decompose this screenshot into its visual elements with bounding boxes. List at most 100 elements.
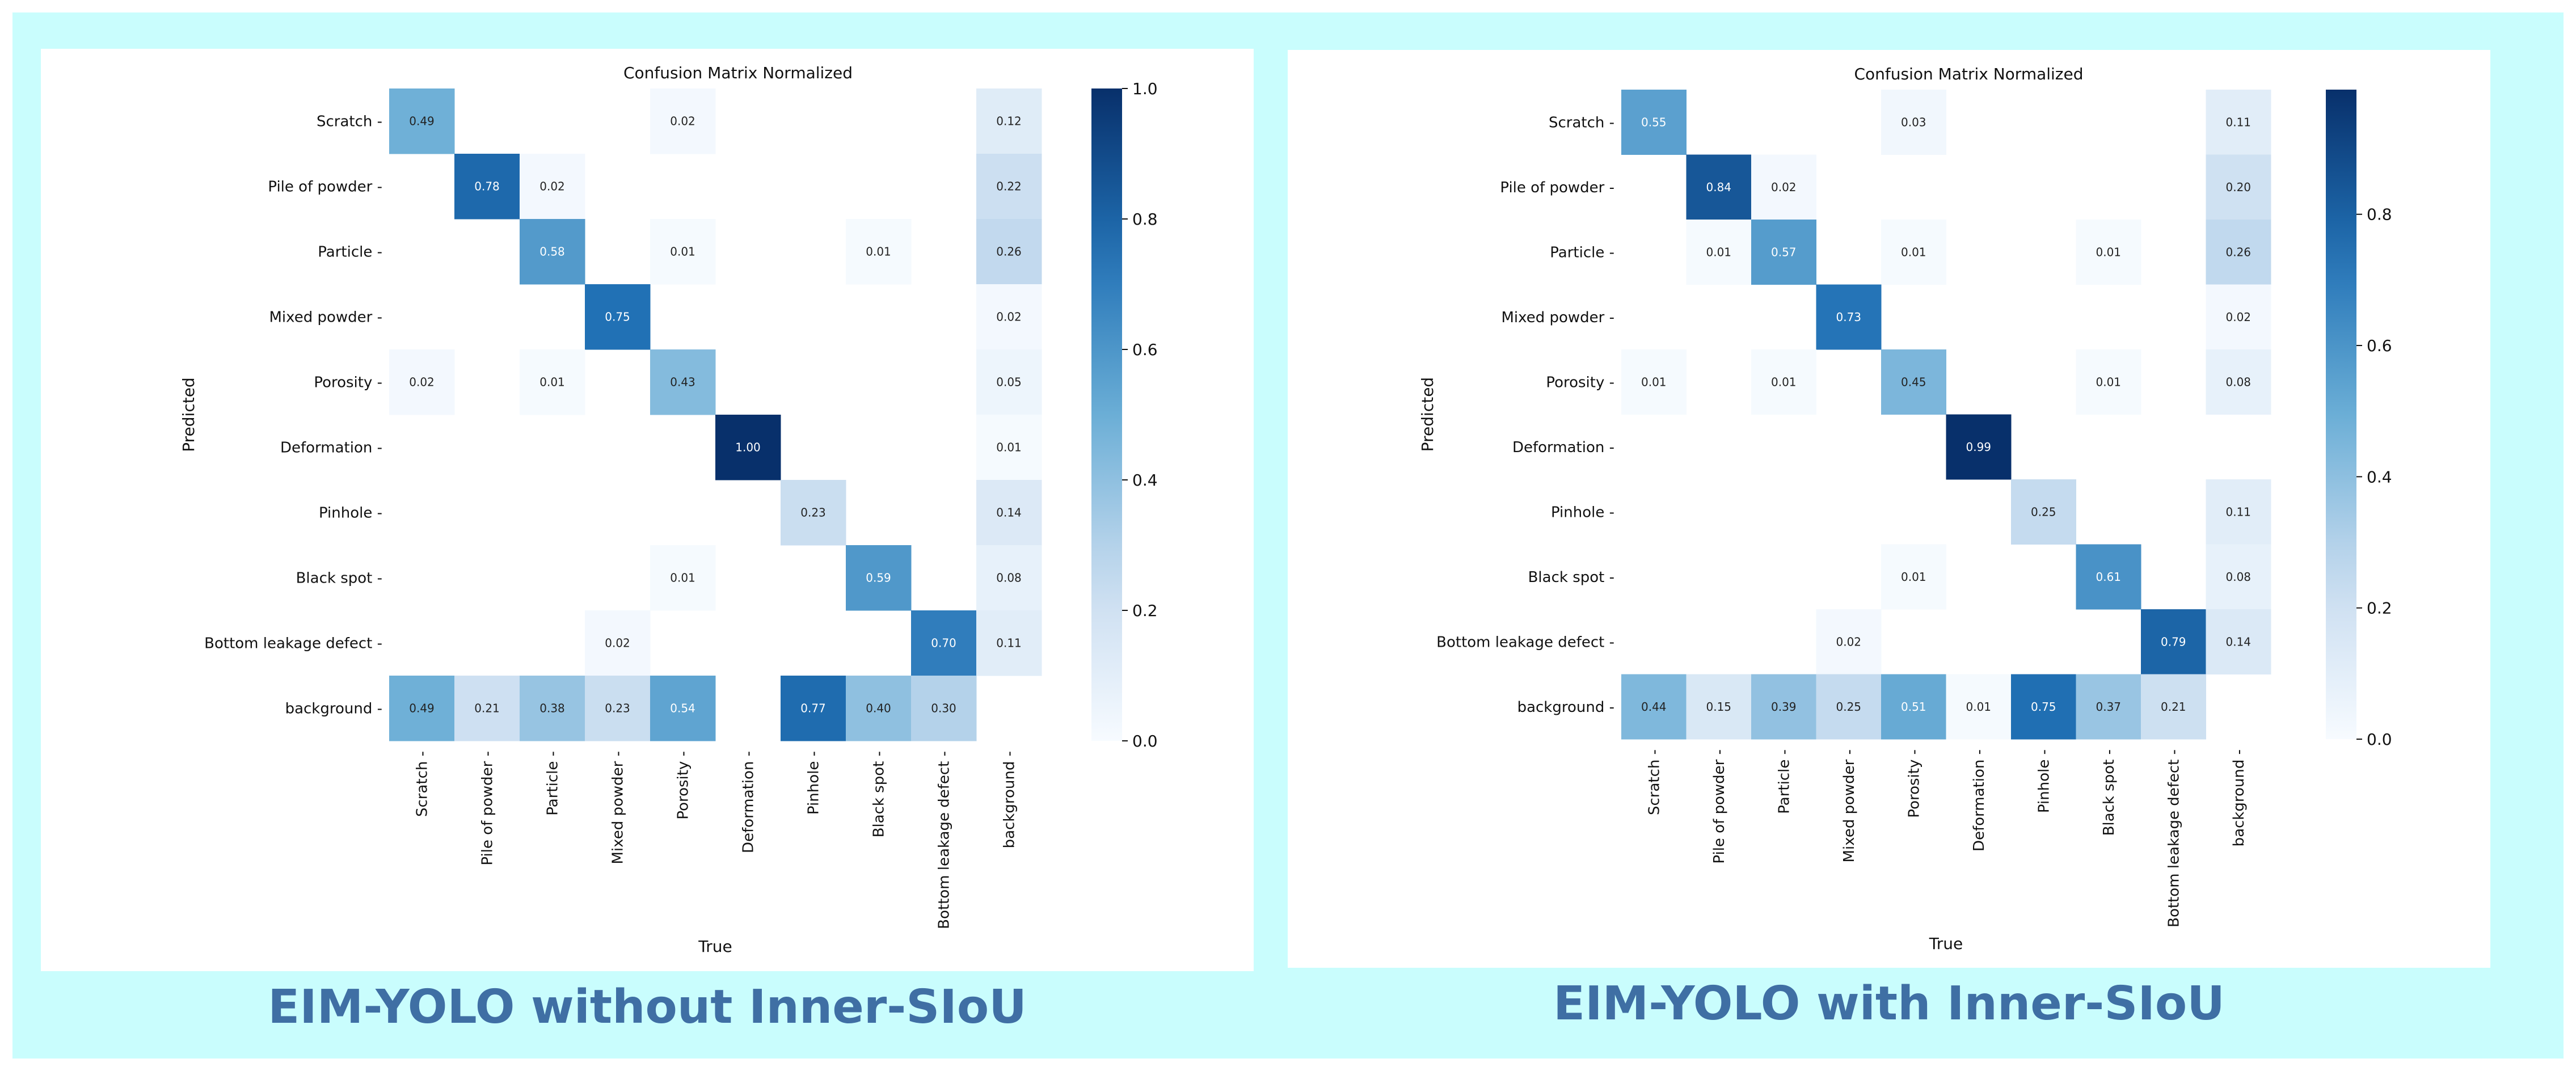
y-tick-label: Deformation - (280, 440, 382, 457)
confusion-matrix-panel-right: Confusion Matrix Normalized 0.55 0.03 0.11 0… (1288, 50, 2490, 968)
heatmap-cell (976, 88, 1042, 154)
cell-value-label: 0.08 (2225, 570, 2251, 584)
cell-value-label: 0.01 (1706, 245, 1731, 259)
cell-value-label: 0.77 (800, 702, 826, 715)
cell-value-label: 0.01 (1641, 375, 1667, 389)
cell-value-label: 0.02 (1771, 180, 1797, 194)
cell-value-label: 0.99 (1966, 440, 1991, 454)
heatmap-cell (585, 284, 651, 350)
heatmap-cell (1881, 349, 1946, 415)
confusion-matrix-chart-right: Confusion Matrix Normalized 0.55 0.03 0.11 0… (1418, 65, 2392, 953)
cell-value-label: 0.26 (996, 245, 1022, 259)
colorbar-tick-label: 0.2 (1132, 601, 1158, 620)
colorbar-tick-label: 0.0 (1132, 732, 1158, 750)
cell-value-label: 0.01 (2096, 245, 2121, 259)
heatmap-cell (454, 676, 520, 741)
cell-value-label: 0.49 (409, 702, 435, 715)
cell-value-label: 1.00 (735, 441, 761, 454)
x-tick-label: Porosity - (675, 751, 692, 820)
y-tick-label: Deformation - (1512, 439, 1614, 456)
cell-value-label: 0.14 (996, 506, 1022, 520)
y-tick-label: Mixed powder - (1501, 309, 1614, 326)
heatmap-cell (1751, 349, 1816, 415)
x-tick-label: Black spot - (871, 751, 888, 837)
heatmap-cell (715, 415, 781, 480)
heatmap-cell (650, 349, 716, 415)
cell-value-label: 0.20 (2225, 180, 2251, 194)
heatmap-cell (2206, 544, 2271, 610)
x-tick-label: Pinhole - (2035, 749, 2052, 813)
heatmap-cell (976, 154, 1042, 220)
y-tick-label: Pile of powder - (1500, 179, 1614, 196)
heatmap-cell (2076, 349, 2141, 415)
heatmap-cell (1621, 349, 1687, 415)
cell-value-label: 0.30 (931, 702, 956, 715)
cell-value-label: 0.25 (2031, 505, 2056, 518)
heatmap-cell (976, 349, 1042, 415)
heatmap-cell (976, 219, 1042, 285)
x-tick-label: Particle - (1776, 749, 1793, 814)
cell-value-label: 0.57 (1771, 245, 1797, 259)
heatmap-cell (976, 480, 1042, 546)
heatmap-cell (911, 610, 977, 676)
cell-value-label: 0.05 (996, 376, 1022, 389)
heatmap-cell (454, 154, 520, 220)
heatmap-cell (846, 676, 912, 741)
heatmap-cell (911, 676, 977, 741)
cell-value-label: 0.21 (474, 702, 500, 715)
heatmap-cell (2206, 90, 2271, 155)
y-tick-label: Scratch - (317, 113, 382, 130)
heatmap-cell (1751, 674, 1816, 740)
cell-value-label: 0.11 (996, 636, 1022, 650)
x-tick-label: Mixed powder - (610, 751, 627, 865)
cell-value-label: 0.73 (1836, 310, 1861, 324)
cell-value-label: 0.45 (1901, 375, 1926, 389)
cell-value-label: 0.01 (2096, 375, 2121, 389)
cell-value-label: 0.55 (1641, 115, 1667, 129)
cell-value-label: 0.38 (539, 702, 565, 715)
heatmap-cell (846, 219, 912, 285)
cell-value-label: 0.02 (2225, 310, 2251, 324)
cell-value-label: 0.02 (670, 115, 695, 128)
heatmap-cell (389, 349, 455, 415)
cell-value-label: 0.70 (931, 636, 956, 650)
cell-value-label: 0.11 (2225, 505, 2251, 518)
heatmap-cell (1881, 674, 1946, 740)
cell-value-label: 0.03 (1901, 115, 1926, 129)
heatmap-cell (2206, 609, 2271, 674)
cell-value-label: 0.01 (1901, 245, 1926, 259)
y-tick-label: Porosity - (314, 374, 382, 391)
heatmap-cell (2141, 609, 2206, 674)
heatmap-cell (1816, 609, 1882, 674)
cell-value-label: 0.08 (2225, 375, 2251, 389)
cell-value-label: 0.26 (2225, 245, 2251, 259)
cell-value-label: 0.21 (2161, 700, 2186, 714)
cell-value-label: 0.49 (409, 115, 435, 128)
heatmap-cell (1621, 674, 1687, 740)
cell-value-label: 0.02 (605, 636, 630, 650)
heatmap-cell (2206, 479, 2271, 545)
heatmap-cell (2076, 220, 2141, 285)
heatmap-cell (520, 676, 585, 741)
heatmap-cell (2206, 284, 2271, 350)
cell-value-label: 0.01 (670, 245, 695, 259)
x-tick-label: Particle - (545, 751, 562, 816)
cell-value-label: 0.01 (1966, 700, 1991, 714)
heatmap-cell (585, 676, 651, 741)
x-tick-label: Pile of powder - (479, 751, 496, 866)
heatmap-cell (2076, 674, 2141, 740)
heatmap-cell (650, 676, 716, 741)
cell-value-label: 0.25 (1836, 700, 1861, 714)
colorbar (2326, 90, 2356, 739)
cell-value-label: 0.22 (996, 180, 1022, 193)
caption-left: EIM-YOLO without Inner-SIoU (268, 980, 1027, 1034)
cell-value-label: 0.02 (996, 310, 1022, 324)
colorbar-tick-label: 0.2 (2367, 599, 2392, 618)
cell-value-label: 0.78 (474, 180, 500, 193)
heatmap-cell (650, 219, 716, 285)
colorbar (1091, 88, 1122, 741)
cell-value-label: 0.02 (539, 180, 565, 193)
heatmap-cell (1881, 90, 1946, 155)
heatmap-cell (520, 349, 585, 415)
heatmap-cell (846, 545, 912, 611)
